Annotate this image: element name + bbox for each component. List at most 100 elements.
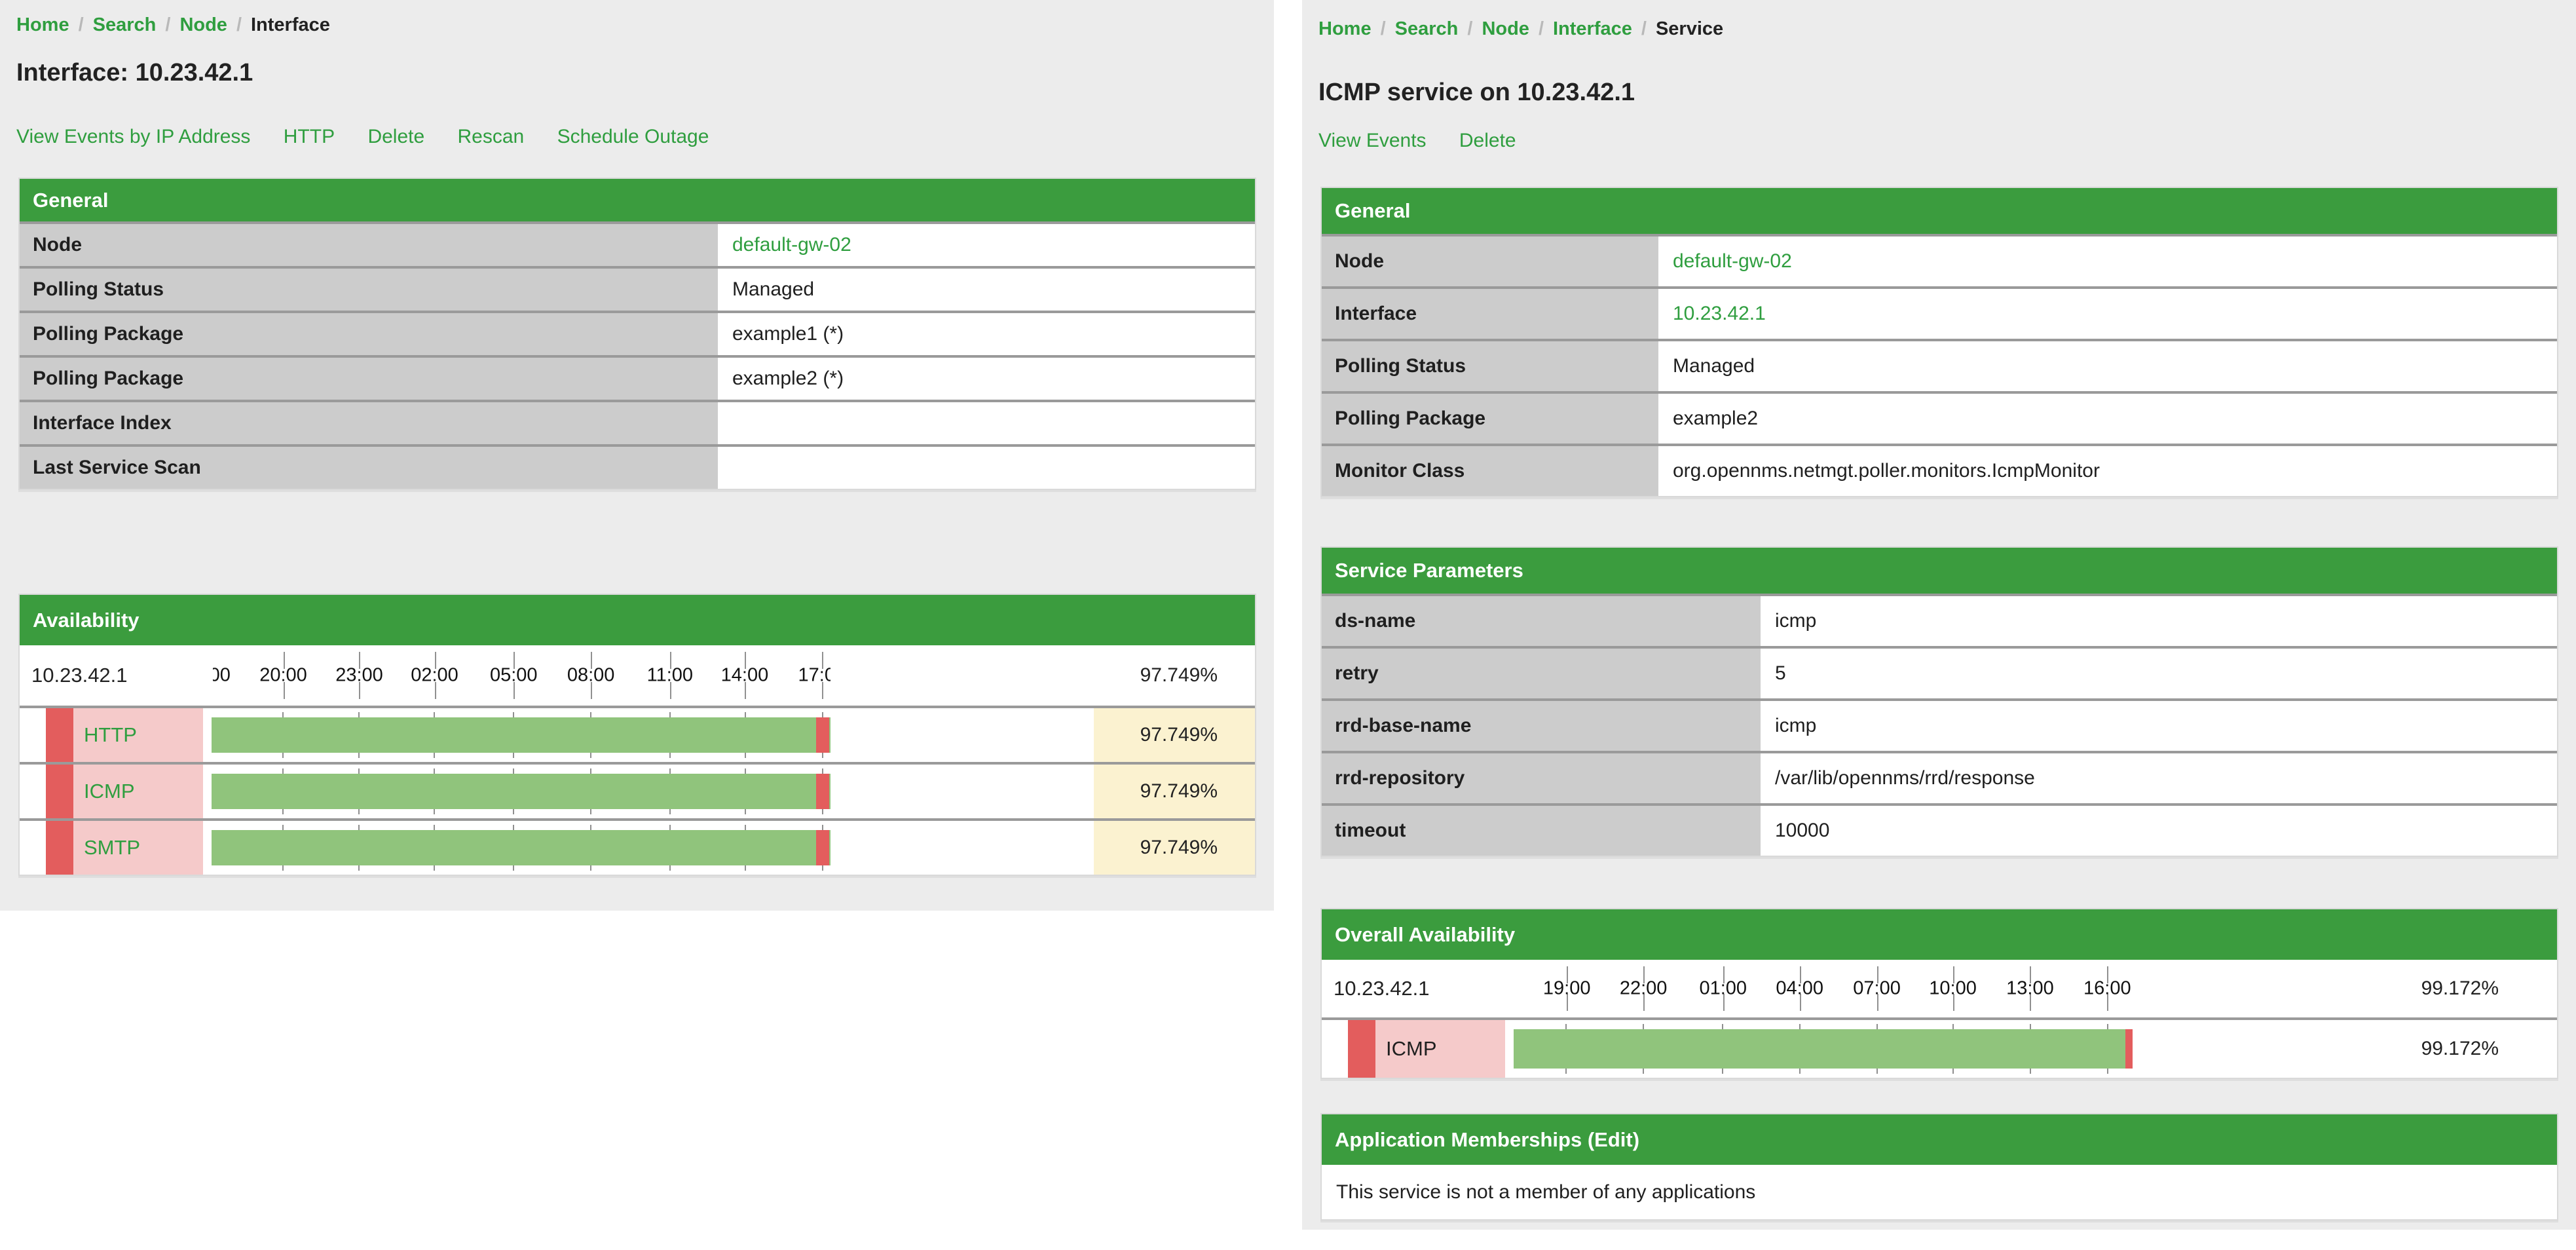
view-events-link[interactable]: View Events — [1318, 130, 1427, 151]
availability-timeline — [212, 821, 831, 875]
breadcrumb-search[interactable]: Search — [1394, 18, 1459, 39]
row-label: rrd-base-name — [1322, 701, 1761, 751]
panel-title: General — [1335, 199, 1411, 222]
row-label: Polling Package — [20, 358, 718, 400]
table-row: rrd-base-name icmp — [1322, 698, 2557, 751]
table-row: rrd-repository /var/lib/opennms/rrd/resp… — [1322, 751, 2557, 803]
axis-tick-label: 10:00 — [1929, 977, 1977, 999]
breadcrumb-home[interactable]: Home — [16, 14, 69, 35]
breadcrumb-separator: / — [78, 14, 84, 35]
availability-service-row: HTTP 97.749% — [20, 706, 1255, 762]
percent-value: 97.749% — [1140, 837, 1218, 858]
breadcrumb-current: Service — [1655, 18, 1724, 39]
percent-value: 97.749% — [1140, 780, 1218, 802]
availability-service-row: ICMP 99.172% — [1322, 1017, 2557, 1078]
axis-tick-label: 20:00 — [259, 664, 307, 686]
service-name-cell: HTTP — [73, 708, 203, 762]
breadcrumb-separator: / — [1538, 18, 1544, 39]
breadcrumb-separator: / — [1380, 18, 1386, 39]
table-row: retry 5 — [1322, 646, 2557, 698]
row-value — [718, 402, 1255, 444]
row-value: example1 (*) — [718, 313, 1255, 355]
outage-slice — [816, 830, 830, 865]
axis-tick-label: 16:00 — [2083, 977, 2131, 999]
breadcrumb-current: Interface — [251, 14, 330, 35]
row-value: default-gw-02 — [718, 224, 1255, 266]
time-axis: 19:00 22:00 01:00 04:00 07:00 10:00 13:0… — [1515, 960, 2133, 1017]
table-row: Last Service Scan — [20, 444, 1255, 489]
rescan-link[interactable]: Rescan — [457, 126, 525, 147]
percent-value: 99.172% — [2421, 1038, 2499, 1059]
breadcrumb-interface[interactable]: Interface — [1553, 18, 1632, 39]
panel-title: General — [33, 188, 109, 212]
row-label: rrd-repository — [1322, 753, 1761, 803]
breadcrumb-node[interactable]: Node — [1482, 18, 1529, 39]
row-label: Monitor Class — [1322, 446, 1658, 496]
http-link[interactable]: HTTP — [283, 126, 335, 147]
view-events-by-ip-link[interactable]: View Events by IP Address — [16, 126, 251, 147]
axis-tick-label: 17:00 — [798, 664, 831, 686]
table-row: Node default-gw-02 — [1322, 234, 2557, 286]
availability-axis-row: 10.23.42.1 17:00 20:00 23:00 02:00 05:00… — [20, 645, 1255, 706]
schedule-outage-link[interactable]: Schedule Outage — [557, 126, 709, 147]
node-link[interactable]: default-gw-02 — [732, 234, 851, 256]
table-row: ds-name icmp — [1322, 594, 2557, 646]
table-row: Interface Index — [20, 400, 1255, 444]
service-http-link[interactable]: HTTP — [84, 723, 137, 746]
breadcrumb-separator: / — [1641, 18, 1647, 39]
axis-tick-label: 11:00 — [646, 664, 694, 686]
axis-tick-label: 08:00 — [567, 664, 615, 686]
axis-tick-label: 04:00 — [1776, 977, 1824, 999]
breadcrumb-node[interactable]: Node — [179, 14, 227, 35]
row-value: 10000 — [1761, 806, 2557, 856]
table-row: Monitor Class org.opennms.netmgt.poller.… — [1322, 444, 2557, 496]
table-row: Polling Package example2 — [1322, 391, 2557, 444]
breadcrumb: Home / Search / Node / Interface — [16, 14, 330, 36]
breadcrumb-search[interactable]: Search — [92, 14, 157, 35]
row-value — [718, 447, 1255, 489]
action-links: View Events by IP Address HTTP Delete Re… — [16, 126, 736, 148]
availability-timeline — [212, 765, 831, 818]
panel-header[interactable]: Application Memberships (Edit) — [1322, 1114, 2557, 1165]
interface-link[interactable]: 10.23.42.1 — [1673, 303, 1766, 324]
ip-address-label: 10.23.42.1 — [1334, 977, 1430, 1000]
row-label: Interface Index — [20, 402, 718, 444]
outage-indicator-bar — [46, 708, 73, 762]
service-parameters-panel: Service Parameters ds-name icmp retry 5 … — [1320, 546, 2558, 857]
action-links: View Events Delete — [1318, 130, 1544, 152]
panel-header: General — [1322, 188, 2557, 234]
overall-availability-percent: 97.749% — [1094, 645, 1255, 706]
service-icmp-link[interactable]: ICMP — [84, 780, 135, 803]
row-label: Polling Package — [20, 313, 718, 355]
node-link[interactable]: default-gw-02 — [1673, 250, 1792, 272]
breadcrumb: Home / Search / Node / Interface / Service — [1318, 18, 1723, 40]
percent-value: 99.172% — [2421, 977, 2499, 999]
delete-link[interactable]: Delete — [1459, 130, 1516, 151]
outage-slice — [816, 717, 830, 753]
service-smtp-link[interactable]: SMTP — [84, 836, 141, 859]
service-page: Home / Search / Node / Interface / Service ICMP … — [1302, 0, 2576, 1230]
panel-title: Overall Availability — [1335, 922, 1516, 946]
panel-title: Application Memberships (Edit) — [1335, 1127, 1640, 1151]
ip-address-label: 10.23.42.1 — [31, 664, 128, 687]
application-memberships-panel: Application Memberships (Edit) This serv… — [1320, 1113, 2558, 1221]
overall-availability-panel: Overall Availability 10.23.42.1 19:00 22… — [1320, 908, 2558, 1079]
outage-indicator-bar — [1348, 1020, 1375, 1078]
row-value: example2 — [1658, 394, 2557, 444]
row-value: icmp — [1761, 701, 2557, 751]
general-panel: General Node default-gw-02 Interface 10.… — [1320, 187, 2558, 497]
table-row: Polling Status Managed — [1322, 339, 2557, 391]
row-label: Interface — [1322, 289, 1658, 339]
availability-panel: Availability 10.23.42.1 17:00 20:00 23:0… — [18, 594, 1256, 876]
table-row: Interface 10.23.42.1 — [1322, 286, 2557, 339]
delete-link[interactable]: Delete — [367, 126, 425, 147]
time-axis: 17:00 20:00 23:00 02:00 05:00 08:00 11:0… — [213, 645, 831, 706]
row-label: retry — [1322, 649, 1761, 698]
breadcrumb-home[interactable]: Home — [1318, 18, 1372, 39]
availability-timeline — [212, 708, 831, 762]
axis-tick-label: 07:00 — [1853, 977, 1901, 999]
axis-tick-label: 19:00 — [1542, 977, 1591, 999]
outage-indicator-bar — [46, 765, 73, 818]
axis-tick-label: 13:00 — [2006, 977, 2054, 999]
service-icmp-label: ICMP — [1386, 1037, 1437, 1060]
